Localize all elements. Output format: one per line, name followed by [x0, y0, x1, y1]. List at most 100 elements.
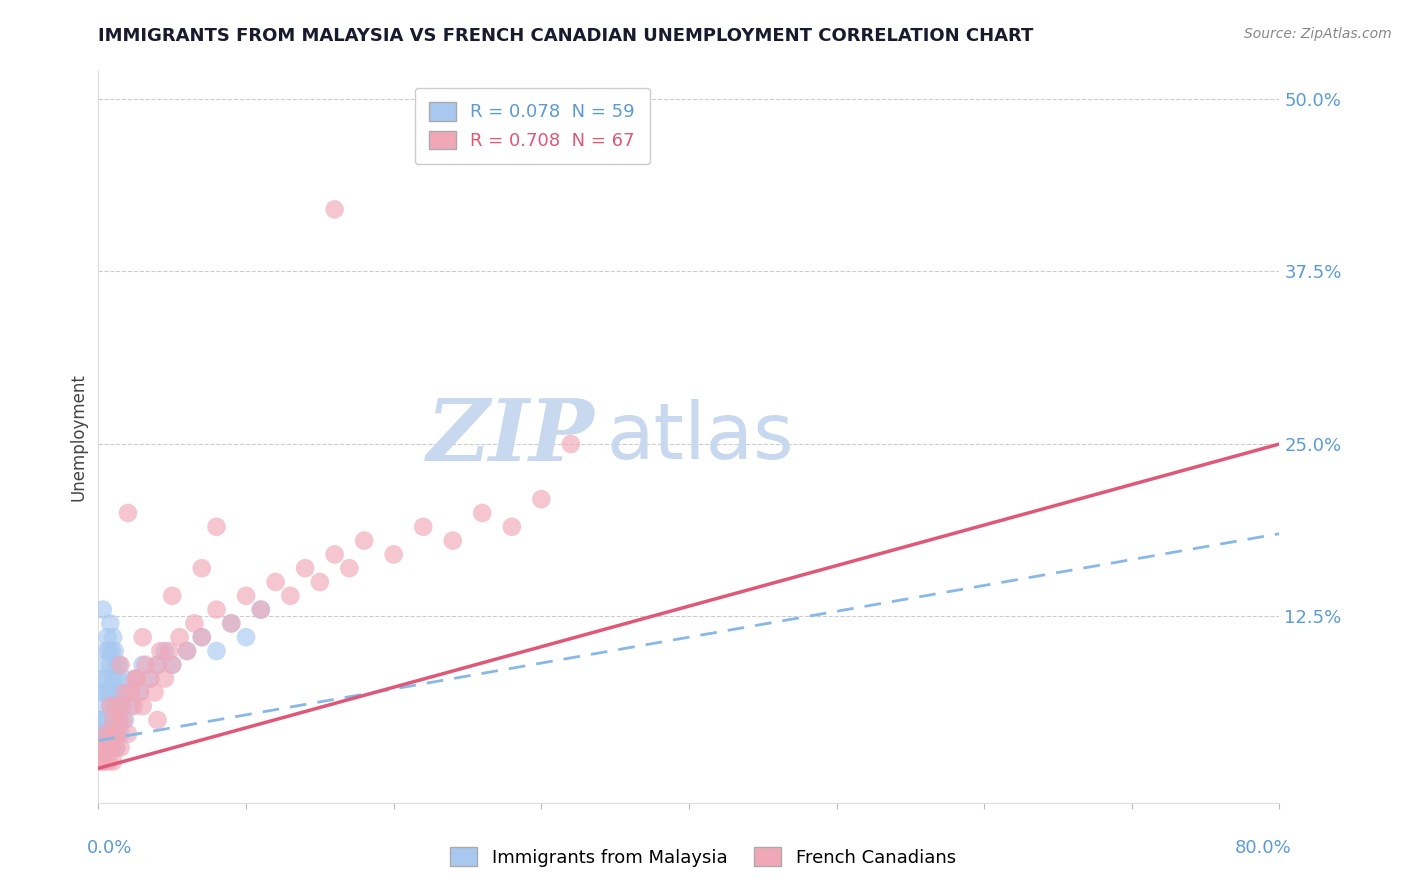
- Point: [103, 630, 125, 644]
- Point: [105, 699, 128, 714]
- Point: [162, 657, 183, 672]
- Point: [98, 727, 121, 741]
- Point: [205, 520, 228, 534]
- Point: [90, 685, 112, 699]
- Point: [111, 699, 134, 714]
- Point: [471, 506, 494, 520]
- Point: [132, 699, 155, 714]
- Point: [90, 740, 112, 755]
- Point: [124, 672, 146, 686]
- Point: [103, 713, 125, 727]
- Point: [143, 685, 166, 699]
- Point: [153, 672, 176, 686]
- Point: [93, 740, 115, 755]
- Point: [103, 755, 125, 769]
- Point: [323, 202, 346, 217]
- Legend: R = 0.078  N = 59, R = 0.708  N = 67: R = 0.078 N = 59, R = 0.708 N = 67: [415, 87, 650, 164]
- Point: [89, 755, 111, 769]
- Text: Source: ZipAtlas.com: Source: ZipAtlas.com: [1244, 27, 1392, 41]
- Text: ZIP: ZIP: [426, 395, 595, 479]
- Point: [309, 574, 332, 589]
- Point: [162, 589, 183, 603]
- Point: [191, 630, 214, 644]
- Point: [146, 657, 169, 672]
- Point: [98, 699, 121, 714]
- Point: [339, 561, 361, 575]
- Point: [294, 561, 316, 575]
- Point: [146, 713, 169, 727]
- Point: [132, 630, 155, 644]
- Y-axis label: Unemployment: Unemployment: [69, 373, 87, 501]
- Point: [108, 657, 131, 672]
- Point: [104, 727, 127, 741]
- Point: [89, 713, 111, 727]
- Point: [128, 685, 150, 699]
- Point: [323, 548, 346, 562]
- Point: [90, 727, 112, 741]
- Point: [117, 727, 139, 741]
- Point: [235, 589, 257, 603]
- Point: [100, 685, 122, 699]
- Point: [221, 616, 243, 631]
- Point: [97, 755, 120, 769]
- Point: [117, 685, 139, 699]
- Point: [100, 644, 122, 658]
- Point: [105, 740, 128, 755]
- Point: [107, 727, 129, 741]
- Point: [104, 644, 127, 658]
- Point: [235, 630, 257, 644]
- Point: [111, 699, 134, 714]
- Point: [98, 616, 121, 631]
- Point: [191, 630, 214, 644]
- Point: [100, 727, 122, 741]
- Point: [250, 602, 273, 616]
- Point: [205, 644, 228, 658]
- Point: [94, 644, 117, 658]
- Point: [120, 685, 142, 699]
- Point: [98, 657, 121, 672]
- Point: [94, 727, 117, 741]
- Point: [412, 520, 434, 534]
- Point: [91, 602, 114, 616]
- Point: [122, 699, 145, 714]
- Point: [128, 685, 150, 699]
- Point: [146, 657, 169, 672]
- Point: [104, 685, 127, 699]
- Point: [105, 699, 128, 714]
- Point: [98, 699, 121, 714]
- Point: [94, 685, 117, 699]
- Point: [132, 657, 155, 672]
- Point: [93, 699, 115, 714]
- Point: [107, 727, 129, 741]
- Point: [176, 644, 198, 658]
- Point: [501, 520, 523, 534]
- Point: [100, 740, 122, 755]
- Point: [205, 602, 228, 616]
- Text: IMMIGRANTS FROM MALAYSIA VS FRENCH CANADIAN UNEMPLOYMENT CORRELATION CHART: IMMIGRANTS FROM MALAYSIA VS FRENCH CANAD…: [98, 27, 1033, 45]
- Text: 80.0%: 80.0%: [1234, 839, 1291, 857]
- Point: [97, 727, 120, 741]
- Point: [91, 713, 114, 727]
- Point: [110, 727, 132, 741]
- Point: [94, 727, 117, 741]
- Point: [96, 672, 118, 686]
- Point: [107, 672, 129, 686]
- Point: [103, 713, 125, 727]
- Text: atlas: atlas: [606, 399, 794, 475]
- Point: [264, 574, 287, 589]
- Point: [96, 630, 118, 644]
- Point: [110, 685, 132, 699]
- Point: [97, 644, 120, 658]
- Point: [221, 616, 243, 631]
- Point: [94, 755, 117, 769]
- Point: [96, 713, 118, 727]
- Point: [93, 657, 115, 672]
- Point: [105, 740, 128, 755]
- Point: [108, 713, 131, 727]
- Point: [96, 740, 118, 755]
- Point: [382, 548, 405, 562]
- Point: [176, 644, 198, 658]
- Point: [153, 644, 176, 658]
- Point: [139, 672, 162, 686]
- Point: [441, 533, 464, 548]
